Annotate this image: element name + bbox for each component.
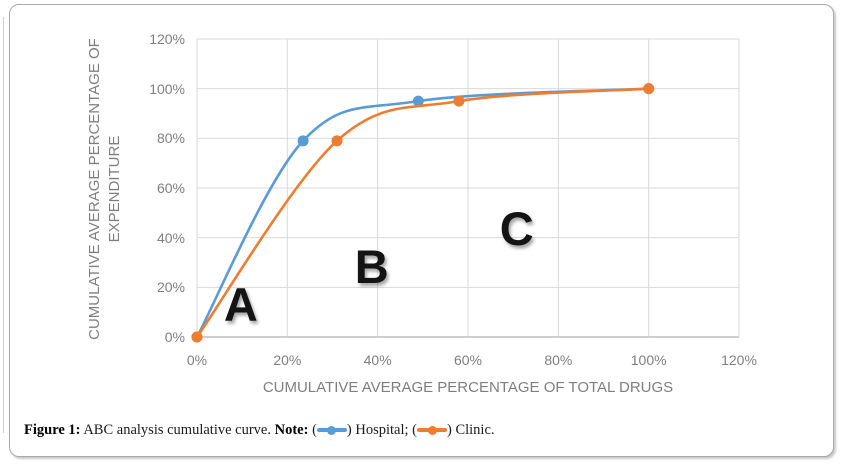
x-axis-title: CUMULATIVE AVERAGE PERCENTAGE OF TOTAL D… [262,379,674,396]
clinic-data-point-marker [643,83,655,95]
clinic-data-point-marker [191,331,203,343]
figure-label: Figure 1: [24,422,81,438]
x-tick-label: 20% [273,352,302,368]
y-tick-label: 60% [156,180,185,196]
clinic-legend-dot [427,425,437,435]
x-tick-label: 60% [453,352,483,368]
caption-text: ABC analysis cumulative curve. [80,422,275,438]
caption-open-paren: ( [308,422,317,438]
clinic-data-point-marker [331,135,343,147]
hospital-data-point-marker [297,135,309,147]
hospital-legend-glyph [316,425,347,435]
hospital-data-point-marker [412,95,424,107]
x-tick-label: 80% [544,352,573,368]
zone-label-b: B [354,239,389,293]
x-tick-label: 0% [186,352,208,368]
clinic-legend-glyph [417,425,447,435]
clinic-curve [195,87,650,339]
y-tick-label: 100% [149,80,185,97]
caption-hospital-text: ) Hospital; ( [346,422,417,438]
hospital-legend-dot [327,425,337,435]
clinic-data-point-marker [453,95,465,107]
y-tick-label: 120% [149,31,185,47]
y-axis-title-line1: CUMULATIVE AVERAGE PERCENTAGE OF [86,38,103,340]
y-tick-label: 40% [156,229,185,246]
zone-label-a: A [223,277,258,331]
y-axis-title-line2: EXPENDITURE [106,135,123,243]
y-tick-label: 20% [156,279,185,296]
figure-caption: Figure 1: ABC analysis cumulative curve.… [24,421,784,439]
zone-label-c: C [499,201,534,255]
y-tick-label: 0% [164,329,185,345]
y-tick-label: 80% [156,130,185,147]
y-axis-title: CUMULATIVE AVERAGE PERCENTAGE OF EXPENDI… [85,29,127,349]
x-tick-label: 120% [721,352,757,368]
x-tick-label: 100% [630,352,667,368]
page-edge-line [3,17,4,433]
figure-border-box [9,4,834,457]
note-label: Note: [274,422,309,438]
caption-clinic-text: ) Clinic. [447,422,495,438]
x-tick-label: 40% [363,352,392,368]
